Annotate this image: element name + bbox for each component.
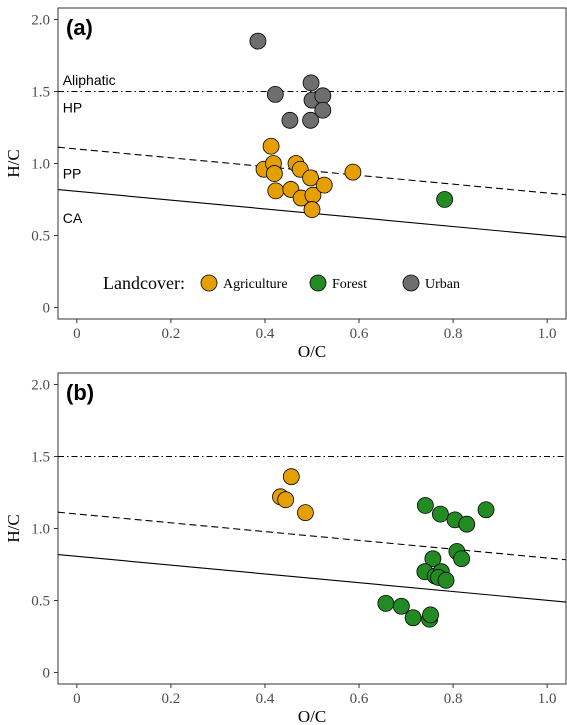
data-point-agriculture (277, 491, 295, 509)
x-tick-label: 1.0 (538, 326, 557, 342)
legend-label-agriculture: Agriculture (223, 277, 288, 292)
x-tick-label: 1.0 (538, 691, 557, 707)
x-tick-label: 0.8 (444, 691, 463, 707)
y-axis-title: H/C (4, 514, 23, 542)
legend: Landcover: Agriculture Forest Urban (103, 273, 460, 293)
data-point-agriculture (302, 169, 319, 187)
data-point-forest (377, 594, 395, 612)
data-point-agriculture (262, 137, 280, 155)
legend-key-forest (309, 274, 327, 292)
data-point-forest (453, 550, 470, 568)
x-tick-label: 0.6 (350, 691, 369, 707)
data-point-agriculture (282, 468, 300, 486)
data-point-agriculture (315, 176, 333, 194)
series-forest (377, 497, 495, 628)
y-tick-label: 1.0 (31, 522, 50, 538)
panel-label: (b) (66, 380, 94, 405)
region-label: CA (63, 210, 83, 226)
x-tick-label: 0.8 (444, 326, 463, 342)
data-point-agriculture (297, 504, 314, 522)
data-point-forest (404, 609, 422, 627)
data-point-agriculture (344, 163, 362, 181)
x-axis-title: O/C (298, 342, 326, 361)
reference-line-dashed (57, 511, 567, 561)
region-label: PP (63, 166, 82, 182)
y-axis-title: H/C (4, 149, 23, 177)
y-tick-label: 0 (43, 300, 51, 316)
x-axis-title: O/C (298, 707, 326, 725)
panel-b: 0 0.2 0.4 0.6 0.8 1.0 0 0.5 1.0 1.5 2.0 O/C H/C (b) (4, 372, 567, 725)
data-point-agriculture (267, 182, 285, 200)
data-point-urban (314, 101, 332, 119)
x-tick-label: 0.6 (350, 326, 369, 342)
x-tick-label: 0 (73, 326, 81, 342)
data-point-urban (249, 32, 267, 50)
data-point-forest (437, 571, 455, 589)
data-point-agriculture (303, 201, 321, 218)
legend-title: Landcover: (103, 273, 185, 293)
x-tick-label: 0.2 (162, 691, 181, 707)
series-agriculture (272, 468, 314, 522)
y-tick-label: 0 (43, 665, 51, 681)
panel-a: 0 0.2 0.4 0.6 0.8 1.0 0 0.5 1.0 1.5 2.0 O/C H/C (a) Al… (4, 7, 567, 361)
region-label: HP (63, 99, 82, 115)
x-tick-label: 0 (73, 691, 81, 707)
data-point-urban (266, 85, 284, 103)
y-tick-label: 2.0 (31, 378, 50, 394)
legend-key-urban (402, 274, 420, 292)
x-tick-label: 0.4 (256, 326, 275, 342)
x-tick-label: 0.4 (256, 691, 275, 707)
x-tick-label: 0.2 (162, 326, 181, 342)
data-point-forest (416, 497, 434, 514)
data-point-urban (302, 74, 320, 92)
data-point-urban (281, 111, 299, 129)
data-point-agriculture (265, 165, 283, 182)
legend-label-forest: Forest (332, 277, 367, 292)
data-point-forest (458, 515, 476, 533)
data-point-urban (302, 111, 319, 129)
data-point-forest (392, 597, 410, 615)
y-tick-label: 0.5 (31, 593, 50, 609)
y-tick-label: 1.5 (31, 450, 50, 466)
data-point-forest (432, 505, 449, 523)
data-point-urban (314, 87, 332, 105)
legend-key-agriculture (200, 274, 218, 292)
y-tick-label: 1.0 (31, 157, 50, 173)
y-tick-label: 2.0 (31, 13, 50, 29)
series-forest (436, 191, 454, 208)
data-point-forest (477, 501, 495, 519)
data-point-forest (424, 550, 442, 568)
series-agriculture (255, 137, 362, 218)
region-label: Aliphatic (63, 72, 116, 88)
panel-label: (a) (66, 15, 93, 40)
y-tick-label: 1.5 (31, 85, 50, 101)
data-point-forest (422, 606, 439, 624)
plot-area (57, 372, 567, 685)
reference-line-solid (57, 554, 567, 603)
y-tick-label: 0.5 (31, 228, 50, 244)
plot-area (57, 7, 567, 320)
legend-label-urban: Urban (425, 277, 460, 292)
data-point-forest (436, 191, 454, 208)
series-urban (249, 32, 332, 129)
